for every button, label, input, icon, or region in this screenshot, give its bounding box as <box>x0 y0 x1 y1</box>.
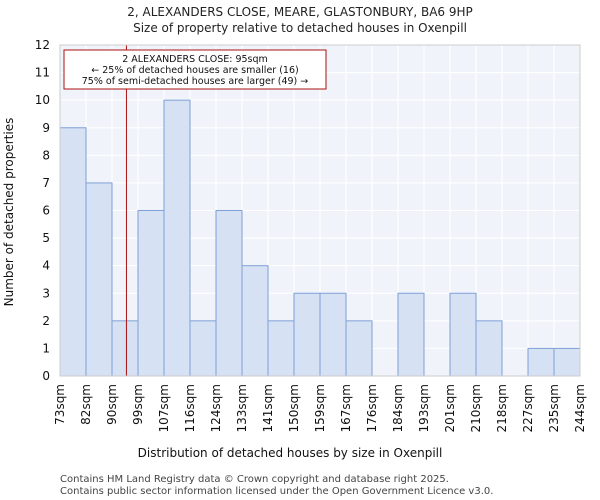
x-axis-label: Distribution of detached houses by size … <box>138 446 443 460</box>
y-axis-label: Number of detached properties <box>2 118 16 307</box>
x-tick-label: 159sqm <box>313 384 327 432</box>
y-tick-label: 9 <box>42 121 50 135</box>
x-tick-label: 99sqm <box>131 384 145 425</box>
histogram-bar <box>189 320 217 377</box>
y-tick-label: 1 <box>42 341 50 355</box>
property-annotation: 2 ALEXANDERS CLOSE: 95sqm ← 25% of detac… <box>63 49 327 90</box>
histogram-bar <box>475 320 503 377</box>
y-tick-label: 5 <box>42 231 50 245</box>
x-tick-label: 116sqm <box>183 384 197 432</box>
annotation-line-2: ← 25% of detached houses are smaller (16… <box>91 65 298 76</box>
annotation-box <box>63 49 327 90</box>
x-tick-label: 90sqm <box>105 384 119 425</box>
y-tick-label: 0 <box>42 369 50 383</box>
plot-frame <box>59 44 581 377</box>
histogram-bar <box>59 127 87 377</box>
histogram-bar <box>293 292 321 377</box>
footer-line-1: Contains HM Land Registry data © Crown c… <box>60 474 449 485</box>
x-tick-label: 82sqm <box>79 384 93 425</box>
histogram-bar <box>553 347 581 377</box>
x-tick-label: 210sqm <box>469 384 483 432</box>
annotation-line-3: 75% of semi-detached houses are larger (… <box>82 76 309 87</box>
y-tick-label: 8 <box>42 148 50 162</box>
histogram-bar <box>111 320 139 377</box>
x-tick-label: 167sqm <box>339 384 353 432</box>
x-tick-label: 124sqm <box>209 384 223 432</box>
y-tick-label: 7 <box>42 176 50 190</box>
histogram-bar <box>241 265 269 377</box>
x-tick-label: 218sqm <box>495 384 509 432</box>
x-tick-label: 235sqm <box>547 384 561 432</box>
x-tick-label: 227sqm <box>521 384 535 432</box>
x-tick-label: 244sqm <box>573 384 587 432</box>
bars <box>59 99 581 377</box>
x-tick-label: 176sqm <box>365 384 379 432</box>
x-tick-label: 201sqm <box>443 384 457 432</box>
plot-area: 2 ALEXANDERS CLOSE: 95sqm ← 25% of detac… <box>59 44 581 377</box>
histogram-bar <box>397 292 425 377</box>
y-tick-label: 6 <box>42 204 50 218</box>
y-tick-label: 11 <box>35 66 50 80</box>
chart-title: 2, ALEXANDERS CLOSE, MEARE, GLASTONBURY,… <box>127 5 473 19</box>
histogram-bar <box>267 320 295 377</box>
x-tick-label: 150sqm <box>287 384 301 432</box>
y-tick-label: 10 <box>35 93 50 107</box>
x-tick-label: 184sqm <box>391 384 405 432</box>
x-tick-label: 73sqm <box>53 384 67 425</box>
x-tick-label: 107sqm <box>157 384 171 432</box>
footer-line-2: Contains public sector information licen… <box>60 486 493 497</box>
x-tick-label: 193sqm <box>417 384 431 432</box>
y-tick-label: 12 <box>35 38 50 52</box>
histogram-bar <box>449 292 477 377</box>
histogram-bar <box>319 292 347 377</box>
y-tick-label: 4 <box>42 259 50 273</box>
histogram-bar <box>85 182 113 377</box>
histogram-bar <box>163 99 191 377</box>
y-tick-label: 2 <box>42 314 50 328</box>
histogram-bar <box>527 347 555 377</box>
x-tick-label: 133sqm <box>235 384 249 432</box>
x-axis-ticks: 73sqm 82sqm 90sqm 99sqm 107sqm 116sqm 124sqm 13… <box>53 384 587 432</box>
histogram-bar <box>137 210 165 377</box>
annotation-line-1: 2 ALEXANDERS CLOSE: 95sqm <box>122 54 268 65</box>
x-tick-label: 141sqm <box>261 384 275 432</box>
histogram-bar <box>215 210 243 377</box>
histogram-bar <box>345 320 373 377</box>
chart-subtitle: Size of property relative to detached ho… <box>133 21 467 35</box>
y-tick-label: 3 <box>42 286 50 300</box>
